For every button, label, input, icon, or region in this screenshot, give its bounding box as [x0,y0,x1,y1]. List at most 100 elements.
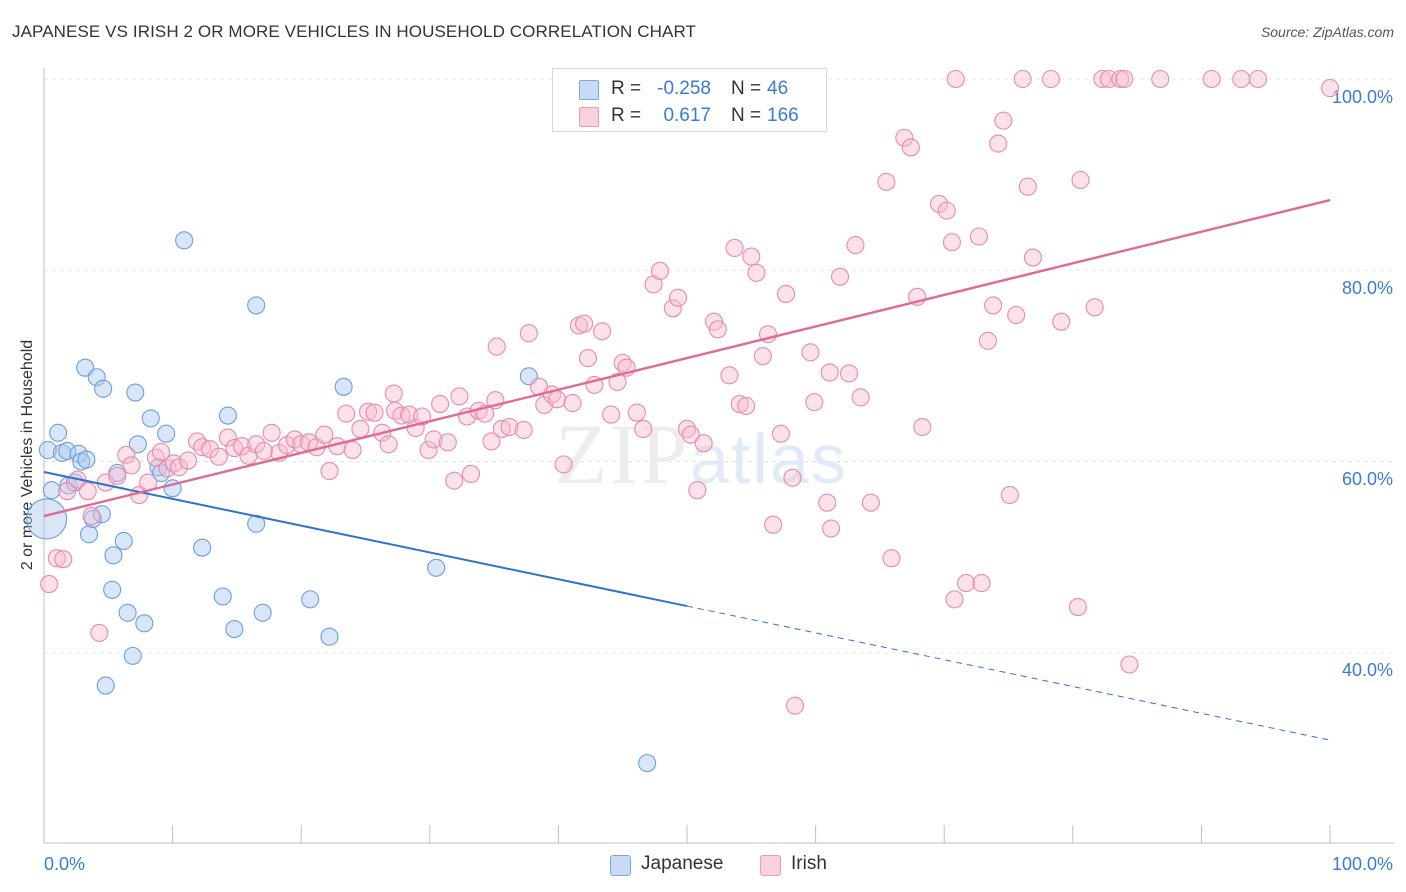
irish-point [945,590,964,609]
japanese-point [123,646,142,665]
irish-point [783,468,802,487]
japanese-point [175,231,194,250]
irish-point [320,462,339,481]
irish-point [846,236,865,255]
irish-point [957,574,976,593]
irish-point [785,696,805,715]
japanese-point [79,525,99,544]
japanese-point [76,358,95,377]
stats-legend: R = -0.258 N = 46 R = 0.617 N = 166 [552,68,827,132]
irish-point [1052,312,1071,331]
irish-point [839,364,859,383]
irish-point [1151,69,1170,89]
irish-point [438,433,457,452]
irish-point [548,390,567,409]
irish-point [1111,69,1130,89]
irish-point [634,419,653,438]
japanese-point [87,368,106,387]
irish-point [725,238,744,258]
irish-point [315,425,334,444]
y-tick-label: 80.0% [1342,278,1393,298]
japanese-point [114,531,133,551]
legend-row-irish: R = 0.617 N = 166 [553,103,826,127]
irish-point [232,437,252,456]
irish-point [1071,170,1090,190]
irish-point [482,432,501,451]
irish-point [209,447,228,466]
irish-point [969,227,988,246]
irish-point [450,387,469,406]
japanese-point [38,440,57,460]
x-tick-label: 100.0% [1332,854,1393,874]
irish-point [514,420,533,439]
japanese-point [301,590,320,609]
japanese-point [247,296,266,315]
irish-point [122,456,141,475]
irish-point [193,438,212,457]
irish-point [351,419,370,438]
irish-point [431,394,450,414]
irish-point [830,267,850,286]
irish-point [1013,69,1032,89]
japanese-point [213,587,232,606]
irish-point [1093,69,1112,89]
irish-point [1120,655,1139,674]
japanese-point [94,379,113,398]
irish-point [424,430,443,449]
irish-point [225,439,244,458]
irish-swatch-icon [760,855,781,876]
chart-title: JAPANESE VS IRISH 2 OR MORE VEHICLES IN … [12,22,697,41]
irish-point [1085,298,1104,317]
irish-point [895,128,914,147]
irish-point [1068,597,1087,617]
irish-point [500,417,519,437]
watermark-zip: ZIP [555,406,690,502]
irish-point [593,322,612,341]
irish-point [877,172,896,191]
source-label: Source: ZipAtlas.com [1260,24,1394,40]
x-tick-label: 0.0% [44,854,85,874]
irish-point [117,445,136,464]
japanese-point [253,603,272,622]
irish-point [984,296,1003,315]
irish-point [1023,248,1042,267]
japanese-point [427,558,446,577]
irish-point [365,403,384,422]
irish-point [663,299,682,318]
irish-point [989,134,1008,153]
legend-label-japanese: Japanese [641,853,724,874]
irish-point [1202,69,1221,89]
irish-point [818,493,837,512]
japanese-point [141,409,160,428]
y-tick-label: 40.0% [1342,660,1393,680]
japanese-point [135,614,154,633]
japanese-point [225,620,244,639]
irish-point [1248,69,1268,89]
y-tick-label: 60.0% [1342,469,1393,489]
irish-point [384,384,403,403]
irish-point [82,507,101,526]
japanese-point [334,377,353,396]
irish-point [608,372,627,392]
irish-point [262,423,281,442]
legend-r-label: R = [611,78,642,99]
irish-point [1018,177,1037,196]
irish-point [901,138,920,157]
irish-point [392,406,411,425]
irish-trend-line [43,198,1331,518]
irish-point [820,363,839,382]
irish-point [913,417,932,437]
irish-point [413,407,432,426]
irish-point [247,435,266,454]
irish-point [90,623,109,642]
irish-point [40,575,59,594]
irish-point [737,396,756,416]
irish-point [146,448,165,467]
irish-point [764,515,783,534]
irish-point [461,464,481,483]
irish-point [694,434,713,453]
legend-n-value: 46 [767,78,789,99]
legend-r-value: -0.258 [657,78,711,99]
irish-point [747,263,766,282]
japanese-point [247,514,266,533]
